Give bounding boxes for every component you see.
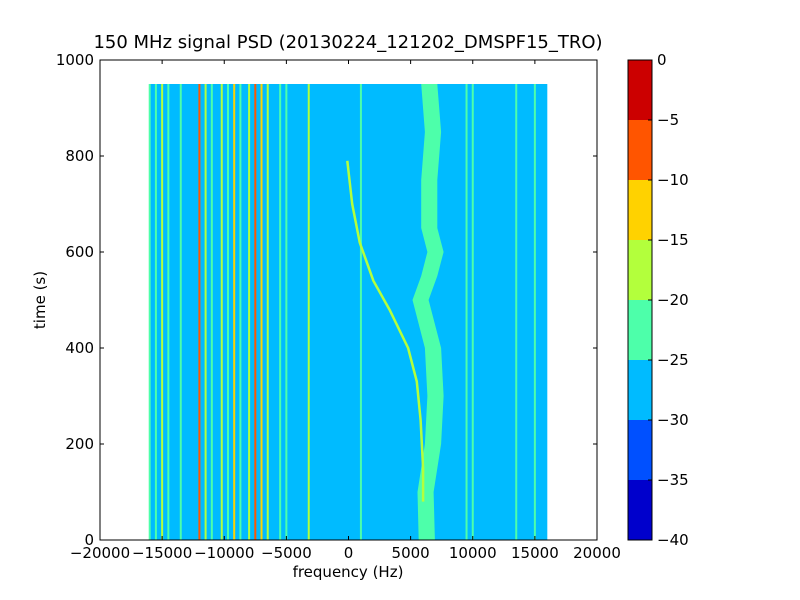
colorbar-tick-label: −30 — [657, 411, 689, 429]
colorbar-tick-label: −10 — [657, 171, 689, 189]
colorbar: −40 −35 −30 −25 −20 −15 −10 −5 0 — [627, 51, 689, 549]
colorbar-tick-label: −40 — [657, 531, 689, 549]
y-axis-label: time (s) — [31, 271, 49, 329]
x-axis: −20000 −15000 −10000 −5000 0 5000 10000 15000 20… — [70, 60, 621, 562]
x-tick-label: 0 — [344, 544, 354, 562]
colorbar-tick-label: −35 — [657, 471, 689, 489]
x-tick-label: −5000 — [261, 544, 312, 562]
colorbar-tick-label: −25 — [657, 351, 689, 369]
plot-area: −20000 −15000 −10000 −5000 0 5000 10000 15000 20… — [56, 51, 621, 562]
y-tick-label: 200 — [65, 435, 94, 453]
x-tick-label: 10000 — [449, 544, 497, 562]
colorbar-segment — [628, 120, 652, 180]
colorbar-tick-label: 0 — [657, 51, 667, 69]
colorbar-segment — [628, 360, 652, 420]
heatmap-layer — [148, 84, 548, 540]
x-tick-label: 15000 — [511, 544, 559, 562]
colorbar-segment — [628, 240, 652, 300]
colorbar-segment — [628, 60, 652, 120]
y-tick-label: 600 — [65, 243, 94, 261]
y-tick-label: 400 — [65, 339, 94, 357]
colorbar-segment — [628, 420, 652, 480]
colorbar-tick-label: −20 — [657, 291, 689, 309]
colorbar-segment — [628, 180, 652, 240]
y-axis: 0 200 400 600 800 1000 — [56, 51, 597, 549]
chart-title: 150 MHz signal PSD (20130224_121202_DMSP… — [93, 32, 602, 53]
colorbar-tick-label: −15 — [657, 231, 689, 249]
x-tick-label: −15000 — [132, 544, 192, 562]
y-tick-label: 0 — [84, 531, 94, 549]
x-tick-label: 5000 — [392, 544, 430, 562]
heatmap-background — [149, 84, 548, 540]
colorbar-segment — [628, 300, 652, 360]
x-axis-label: frequency (Hz) — [293, 563, 404, 581]
noise-band — [412, 84, 444, 540]
x-tick-label: 20000 — [573, 544, 621, 562]
x-tick-label: −10000 — [194, 544, 254, 562]
colorbar-segment — [628, 480, 652, 540]
colorbar-tick-label: −5 — [657, 111, 679, 129]
doppler-track — [346, 160, 425, 502]
y-tick-label: 1000 — [56, 51, 94, 69]
y-tick-label: 800 — [65, 147, 94, 165]
x-tick-label: −20000 — [70, 544, 130, 562]
